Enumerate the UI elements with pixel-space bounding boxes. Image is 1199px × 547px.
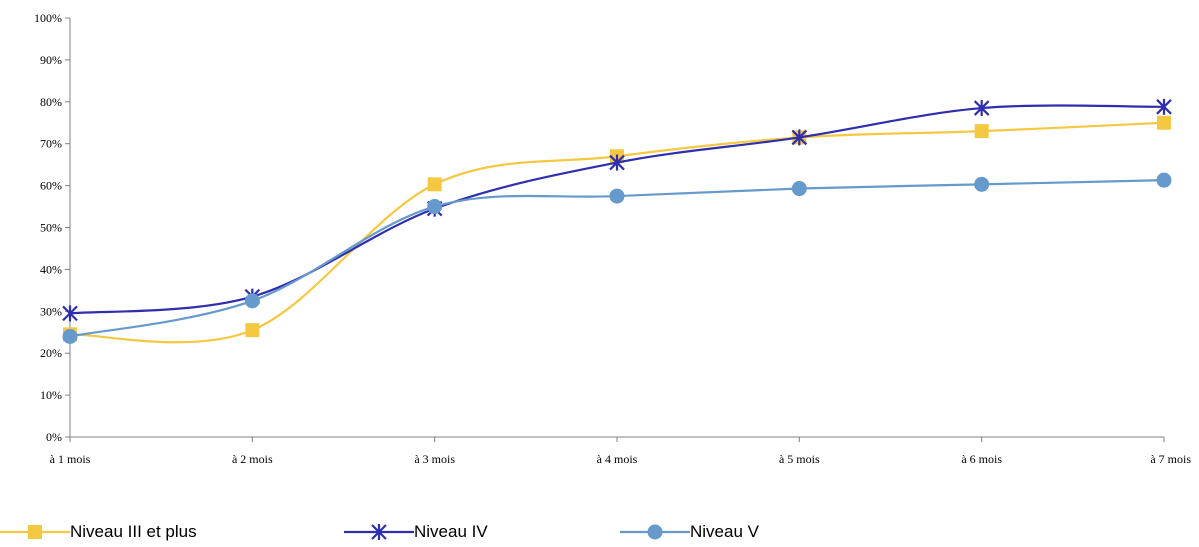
legend-item: Niveau III et plus xyxy=(0,518,197,546)
y-tick-label: 90% xyxy=(40,53,62,67)
data-point xyxy=(427,199,443,215)
series-asterisk xyxy=(62,98,1172,322)
y-tick-label: 70% xyxy=(40,137,62,151)
legend-swatch xyxy=(344,524,414,540)
x-tick-label: à 4 mois xyxy=(597,452,638,466)
y-tick-label: 30% xyxy=(40,304,62,318)
data-point xyxy=(791,129,808,146)
y-tick-label: 80% xyxy=(40,95,62,109)
legend-swatch xyxy=(620,524,690,540)
legend-item: Niveau IV xyxy=(344,518,488,546)
y-axis: 0% 10% 20% 30% 40% 50% 60% 70% 80% 90% 100% xyxy=(34,11,71,444)
y-tick-label: 20% xyxy=(40,346,62,360)
x-tick-label: à 2 mois xyxy=(232,452,273,466)
legend-label: Niveau III et plus xyxy=(70,522,197,541)
x-tick-label: à 1 mois xyxy=(50,452,91,466)
data-point xyxy=(974,124,989,139)
y-tick-label: 100% xyxy=(34,11,62,25)
y-tick-label: 50% xyxy=(40,221,62,235)
legend: Niveau III et plus Niveau IV Niveau V xyxy=(0,518,1199,546)
series-line xyxy=(69,179,1165,338)
series-layer xyxy=(62,98,1172,344)
y-tick-label: 0% xyxy=(46,430,62,444)
x-tick-label: à 7 mois xyxy=(1150,452,1191,466)
legend-swatch xyxy=(0,525,70,539)
x-tick-label: à 6 mois xyxy=(961,452,1002,466)
data-point xyxy=(1156,172,1172,188)
data-point xyxy=(245,323,260,338)
series-circle xyxy=(62,172,1172,344)
legend-marker xyxy=(647,524,663,540)
legend-label: Niveau IV xyxy=(414,522,488,541)
legend-marker xyxy=(28,525,42,539)
y-tick-label: 40% xyxy=(40,262,62,276)
legend-marker xyxy=(371,524,387,540)
data-point xyxy=(62,305,78,322)
data-point xyxy=(244,293,260,309)
data-point xyxy=(609,188,625,204)
series-line xyxy=(69,104,1165,315)
y-tick-label: 60% xyxy=(40,179,62,193)
data-point xyxy=(791,181,807,197)
y-tick-label: 10% xyxy=(40,388,62,402)
x-tick-label: à 3 mois xyxy=(414,452,455,466)
legend-label: Niveau V xyxy=(690,522,759,541)
data-point xyxy=(974,176,990,192)
data-point xyxy=(973,100,990,117)
legend-item: Niveau V xyxy=(620,518,759,546)
data-point xyxy=(427,177,442,192)
data-point xyxy=(1156,98,1172,115)
line-chart: 0% 10% 20% 30% 40% 50% 60% 70% 80% 90% 100% à 1 mo… xyxy=(34,11,1191,466)
x-axis: à 1 mois à 2 mois à 3 mois à 4 mois à 5 mois… xyxy=(50,436,1191,466)
data-point xyxy=(609,154,625,171)
data-point xyxy=(62,328,78,344)
data-point xyxy=(1157,115,1171,130)
x-tick-label: à 5 mois xyxy=(779,452,820,466)
